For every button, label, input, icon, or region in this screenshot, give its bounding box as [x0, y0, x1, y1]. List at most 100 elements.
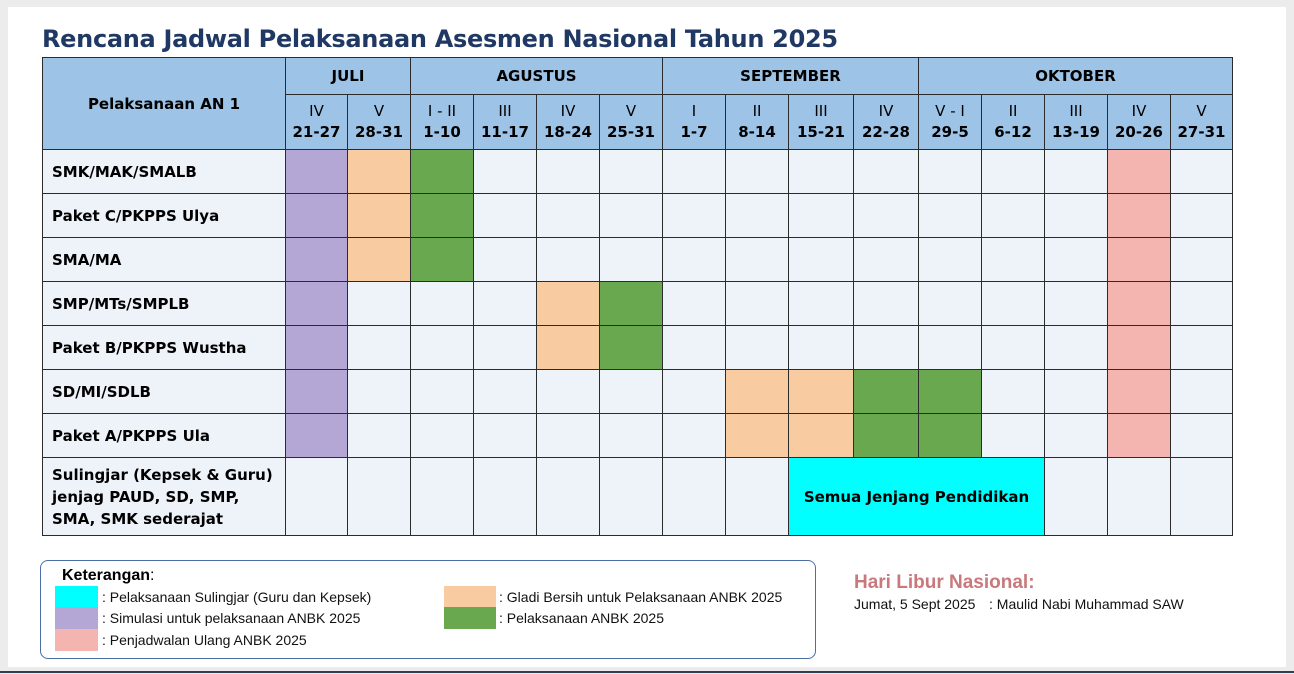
- week-dates: 20-26: [1115, 123, 1163, 141]
- row-label: SMP/MTs/SMPLB: [52, 294, 190, 313]
- row-label-cell: SMA/MA: [43, 238, 286, 282]
- schedule-cell-empty: [537, 238, 600, 282]
- schedule-cell-empty: [537, 370, 600, 414]
- week-dates: 29-5: [931, 123, 969, 141]
- schedule-cell-empty: [663, 414, 726, 458]
- schedule-cell-gladi: [348, 238, 411, 282]
- schedule-cell-pelaksanaan: [919, 370, 982, 414]
- schedule-cell-empty: [1171, 282, 1233, 326]
- schedule-cell-ulang: [1108, 282, 1171, 326]
- schedule-cell-empty: [600, 414, 663, 458]
- legend-swatch-simulasi: [55, 607, 98, 629]
- week-header: I 1-7: [663, 95, 726, 150]
- week-number: IV: [560, 102, 576, 120]
- schedule-cell-empty: [663, 458, 726, 536]
- week-number: III: [498, 102, 512, 120]
- week-number: II: [1008, 102, 1018, 120]
- schedule-cell-empty: [663, 326, 726, 370]
- schedule-cell-sim: [286, 370, 348, 414]
- schedule-cell-sim: [286, 194, 348, 238]
- schedule-cell-sim: [286, 414, 348, 458]
- schedule-cell-empty: [411, 326, 474, 370]
- week-dates: 13-19: [1052, 123, 1100, 141]
- schedule-cell-empty: [1171, 370, 1233, 414]
- schedule-cell-empty: [600, 238, 663, 282]
- month-label: JULI: [331, 67, 365, 85]
- schedule-cell-empty: [474, 150, 537, 194]
- week-dates: 15-21: [797, 123, 845, 141]
- schedule-cell-empty: [411, 414, 474, 458]
- schedule-cell-empty: [1045, 370, 1108, 414]
- schedule-cell-empty: [663, 238, 726, 282]
- month-label: AGUSTUS: [496, 67, 577, 85]
- sulingjar-merged-cell: Semua Jenjang Pendidikan: [789, 458, 1045, 536]
- schedule-cell-empty: [600, 370, 663, 414]
- schedule-cell-empty: [982, 370, 1045, 414]
- schedule-cell-empty: [789, 282, 854, 326]
- week-header: IV 20-26: [1108, 95, 1171, 150]
- week-header: III 13-19: [1045, 95, 1108, 150]
- schedule-cell-ulang: [1108, 370, 1171, 414]
- week-header: V 27-31: [1171, 95, 1233, 150]
- week-dates: 18-24: [544, 123, 592, 141]
- row-label: Paket A/PKPPS Ula: [52, 426, 211, 445]
- row-label-cell: SMK/MAK/SMALB: [43, 150, 286, 194]
- week-number: II: [752, 102, 762, 120]
- schedule-cell-empty: [663, 194, 726, 238]
- schedule-cell-pelaksanaan: [919, 414, 982, 458]
- schedule-cell-empty: [474, 326, 537, 370]
- month-header: JULI: [286, 58, 411, 95]
- legend-swatch-sulingjar: [55, 586, 98, 608]
- schedule-cell-empty: [919, 282, 982, 326]
- schedule-cell-empty: [411, 370, 474, 414]
- week-dates: 22-28: [862, 123, 910, 141]
- week-dates: 25-31: [607, 123, 655, 141]
- row-label: SMK/MAK/SMALB: [52, 162, 197, 181]
- week-dates: 8-14: [738, 123, 776, 141]
- week-dates: 1-7: [680, 123, 708, 141]
- week-number: I: [691, 102, 697, 120]
- schedule-cell-pelaksanaan: [600, 326, 663, 370]
- schedule-cell-empty: [726, 458, 789, 536]
- schedule-cell-ulang: [1108, 414, 1171, 458]
- week-header: I - II 1-10: [411, 95, 474, 150]
- holiday-name: : Maulid Nabi Muhammad SAW: [989, 596, 1184, 612]
- schedule-cell-gladi: [726, 414, 789, 458]
- schedule-cell-empty: [474, 282, 537, 326]
- schedule-cell-empty: [474, 370, 537, 414]
- schedule-cell-empty: [919, 150, 982, 194]
- week-header: IV 18-24: [537, 95, 600, 150]
- schedule-cell-empty: [919, 326, 982, 370]
- schedule-cell-empty: [982, 238, 1045, 282]
- schedule-cell-pelaksanaan: [600, 282, 663, 326]
- schedule-cell-empty: [537, 150, 600, 194]
- schedule-cell-empty: [982, 414, 1045, 458]
- schedule-cell-empty: [537, 414, 600, 458]
- legend-text-sulingjar: : Pelaksanaan Sulingjar (Guru dan Kepsek…: [102, 589, 372, 605]
- schedule-cell-empty: [1045, 458, 1108, 536]
- month-header: AGUSTUS: [411, 58, 663, 95]
- schedule-cell-empty: [982, 150, 1045, 194]
- schedule-cell-empty: [600, 458, 663, 536]
- schedule-cell-empty: [726, 282, 789, 326]
- week-number: V: [625, 102, 637, 120]
- schedule-cell-empty: [663, 370, 726, 414]
- schedule-cell-empty: [1171, 414, 1233, 458]
- schedule-cell-empty: [348, 370, 411, 414]
- schedule-cell-gladi: [789, 370, 854, 414]
- row-label-cell: Paket A/PKPPS Ula: [43, 414, 286, 458]
- week-number: III: [814, 102, 828, 120]
- schedule-cell-pelaksanaan: [411, 150, 474, 194]
- legend-text-pelaksanaan: : Pelaksanaan ANBK 2025: [499, 610, 665, 626]
- week-dates: 6-12: [994, 123, 1032, 141]
- schedule-cell-sim: [286, 282, 348, 326]
- week-header: V 25-31: [600, 95, 663, 150]
- week-dates: 21-27: [292, 123, 341, 141]
- bottom-rule: [0, 671, 1294, 673]
- schedule-cell-empty: [1045, 238, 1108, 282]
- schedule-cell-sim: [286, 150, 348, 194]
- holiday-title: Hari Libur Nasional:: [854, 572, 1035, 593]
- week-number: III: [1069, 102, 1083, 120]
- schedule-cell-pelaksanaan: [411, 238, 474, 282]
- week-header: V 28-31: [348, 95, 411, 150]
